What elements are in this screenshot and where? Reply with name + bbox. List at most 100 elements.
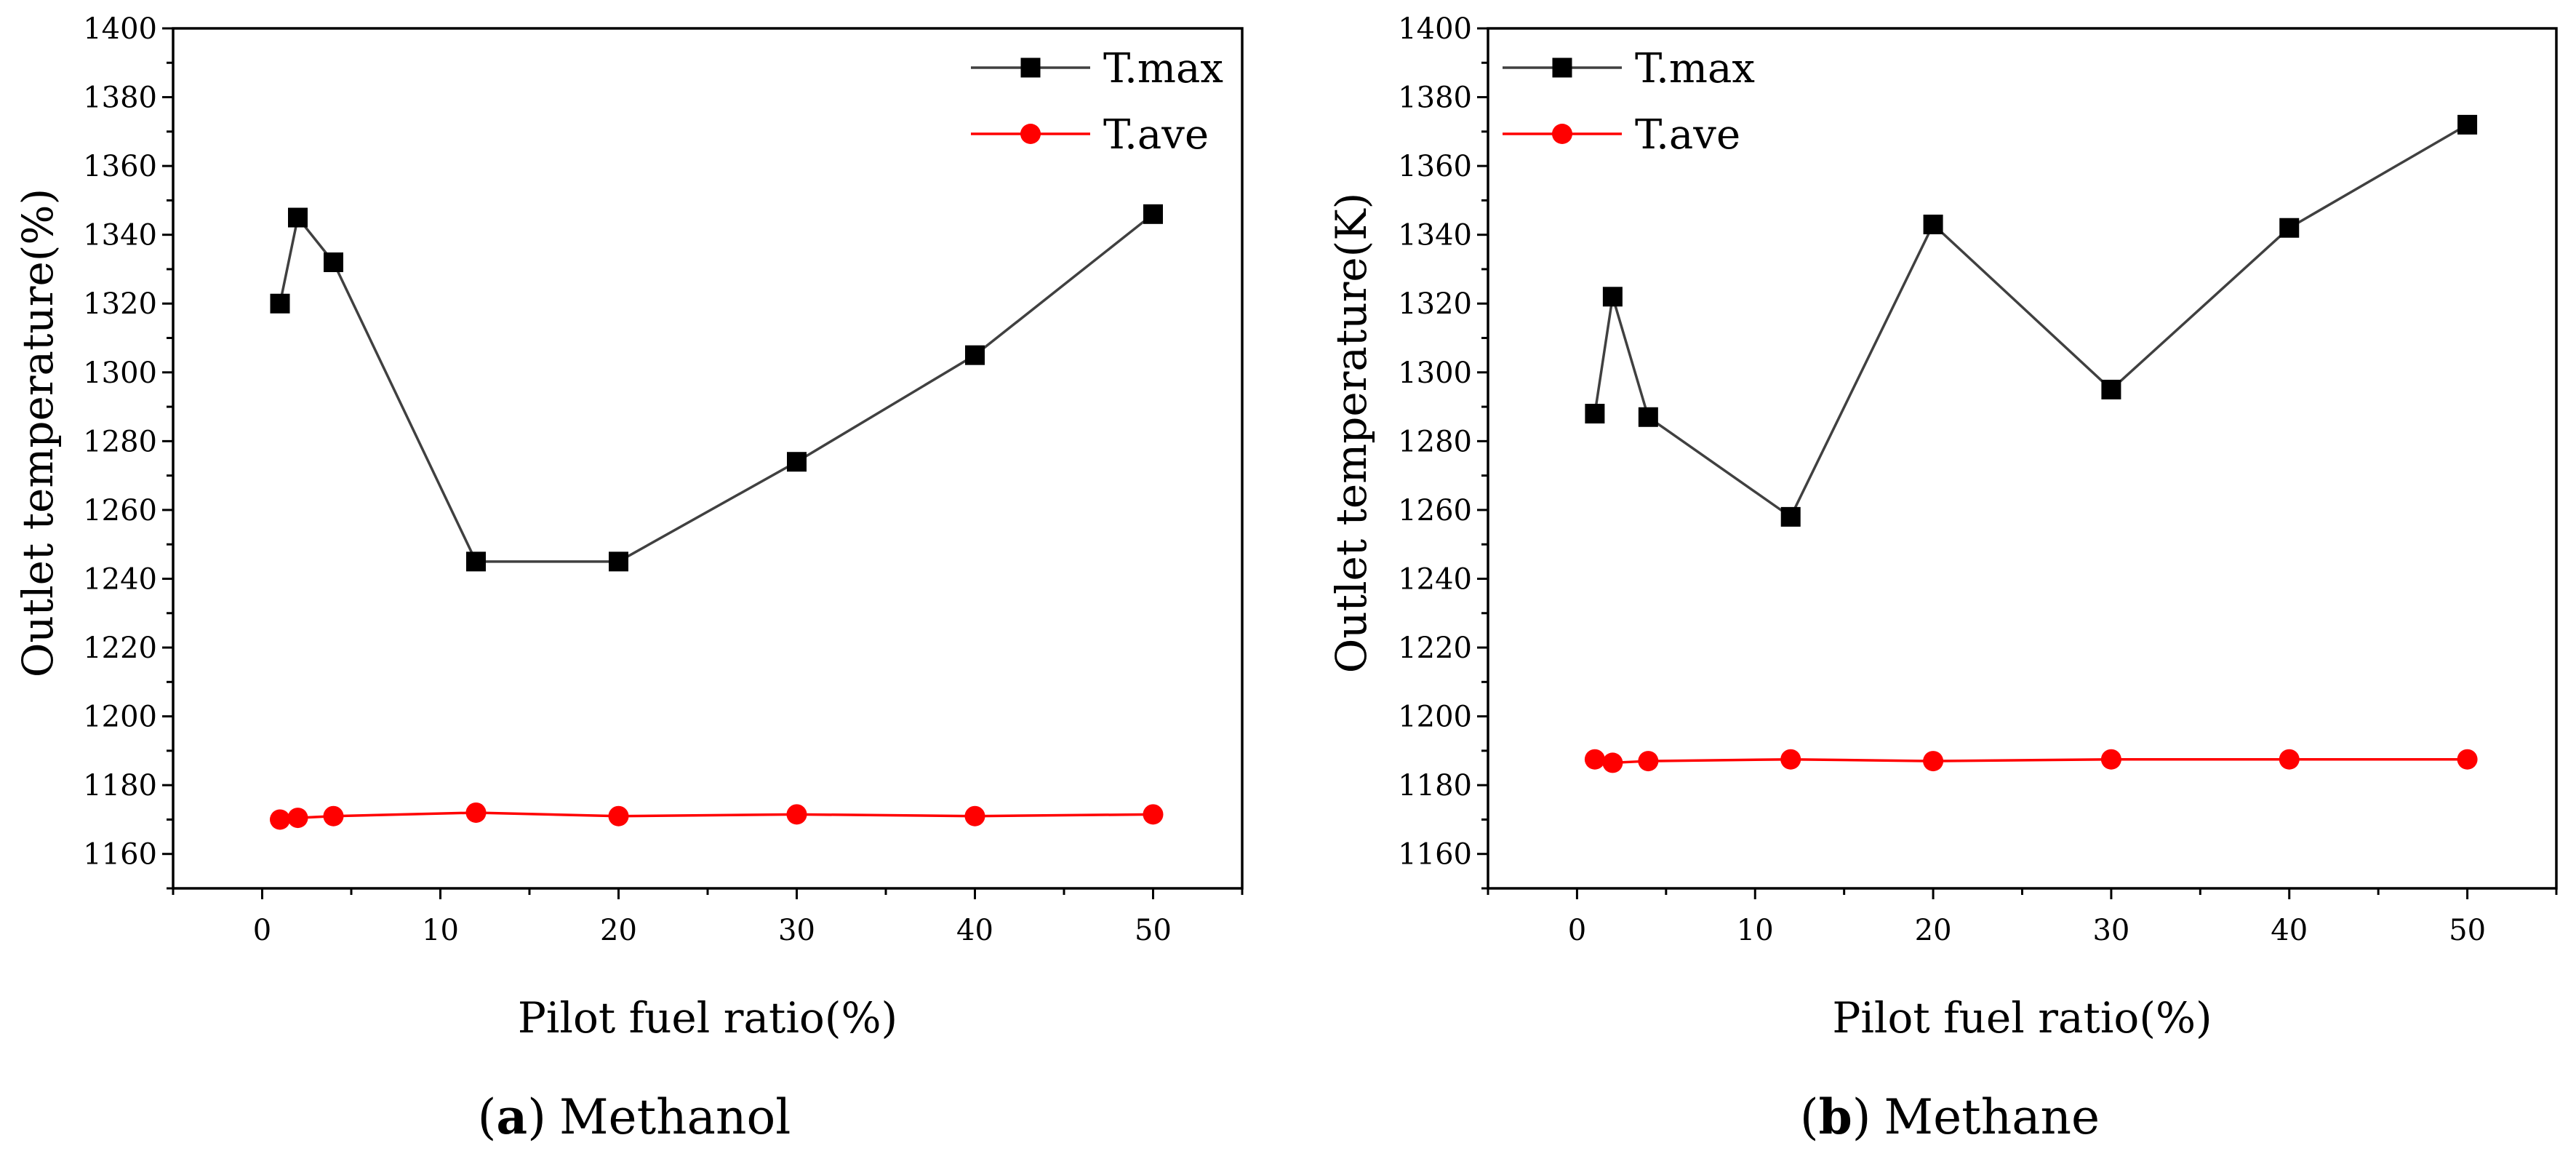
chart-1: 1160 1180 1200 1220 1240 1260 1280 1300 1320 1340… <box>13 12 1244 1145</box>
t-max-marker <box>324 252 343 273</box>
y-tick-label: 1180 <box>83 769 157 802</box>
t-max-line <box>279 212 1154 563</box>
t-ave-marker <box>1923 751 1944 772</box>
legend-item-t-ave: T.ave <box>971 111 1209 159</box>
x-tick-label: 30 <box>2092 914 2129 947</box>
legend-item-t-ave: T.ave <box>1503 111 1740 159</box>
t-max-line <box>1593 123 2468 519</box>
x-tick-label: 10 <box>422 914 459 947</box>
y-tick-label: 1340 <box>83 219 157 252</box>
x-tick-label: 0 <box>1568 914 1586 947</box>
y-tick-label: 1240 <box>1398 562 1472 596</box>
t-ave-marker <box>1602 752 1623 773</box>
series-t-ave <box>270 802 1164 830</box>
caption-close-paren: ) <box>527 1089 546 1145</box>
y-tick-label: 1300 <box>83 357 157 390</box>
legend-item-t-max: T.max <box>1503 45 1755 92</box>
y-tick-label: 1200 <box>1398 701 1472 734</box>
caption-letter: a <box>496 1088 527 1145</box>
t-max-marker <box>609 551 628 572</box>
x-tick-label: 50 <box>1135 914 1172 947</box>
t-ave-marker <box>1143 804 1164 825</box>
t-ave-marker <box>1638 751 1659 772</box>
caption-letter: b <box>1819 1088 1852 1145</box>
t-max-marker <box>466 551 486 572</box>
x-tick-label: 40 <box>956 914 993 947</box>
y-tick-label: 1360 <box>1398 150 1472 183</box>
chart-2: 1160 1180 1200 1220 1240 1260 1280 1300 1320 1340… <box>1327 12 2558 1145</box>
plot-frame <box>172 27 1244 890</box>
y-tick-label: 1380 <box>1398 81 1472 115</box>
y-tick-label: 1160 <box>83 838 157 872</box>
t-ave-marker <box>2100 749 2121 770</box>
y-tick-label: 1320 <box>83 287 157 321</box>
t-ave-line <box>1594 757 2468 765</box>
t-ave-line <box>279 811 1153 821</box>
y-tick-label: 1360 <box>83 150 157 183</box>
y-tick-label: 1320 <box>1398 287 1472 321</box>
t-ave-marker <box>270 809 290 830</box>
y-tick-label: 1260 <box>1398 494 1472 527</box>
t-max-marker <box>1602 287 1623 307</box>
y-tick-label: 1400 <box>1398 12 1472 46</box>
x-tick-label: 20 <box>1915 914 1952 947</box>
t-max-marker <box>288 207 308 228</box>
y-tick-label: 1200 <box>83 701 157 734</box>
y-tick-label: 1180 <box>1398 769 1472 802</box>
t-ave-marker <box>1584 749 1605 770</box>
t-ave-marker <box>287 808 308 829</box>
y-tick-label: 1380 <box>83 81 157 115</box>
caption-close-paren: ) <box>1852 1089 1871 1145</box>
series-t-max <box>270 204 1163 572</box>
t-max-marker <box>787 452 807 472</box>
t-ave-marker <box>2279 749 2300 770</box>
series-t-max <box>1585 114 2478 527</box>
legend: T.max T.ave <box>1503 45 1755 159</box>
t-ave-marker <box>964 805 985 827</box>
chart-caption: (b) Methane <box>1800 1088 2100 1145</box>
t-ave-marker <box>786 804 807 825</box>
t-max-marker <box>2279 218 2300 238</box>
legend-label: T.max <box>1635 45 1755 92</box>
chart-caption: (a) Methanol <box>478 1088 791 1145</box>
t-ave-marker <box>2457 749 2478 770</box>
y-tick-label: 1240 <box>83 562 157 596</box>
legend-label: T.ave <box>1103 111 1209 159</box>
y-tick-label: 1160 <box>1398 838 1472 872</box>
t-max-marker <box>1780 506 1801 527</box>
series-t-ave <box>1584 749 2478 773</box>
x-axis: 0 10 20 30 40 50 <box>1487 888 2558 947</box>
t-max-marker <box>1143 204 1163 224</box>
y-tick-label: 1220 <box>1398 632 1472 665</box>
t-ave-marker <box>323 805 344 827</box>
t-ave-marker <box>1780 749 1801 770</box>
x-tick-label: 20 <box>600 914 637 947</box>
y-tick-label: 1280 <box>1398 425 1472 458</box>
x-tick-label: 10 <box>1737 914 1774 947</box>
legend-marker <box>1552 124 1572 144</box>
t-max-marker <box>965 345 985 365</box>
t-max-marker <box>1923 214 1943 234</box>
t-max-marker <box>2457 114 2478 135</box>
x-tick-label: 40 <box>2271 914 2308 947</box>
t-max-marker <box>1585 404 1605 424</box>
y-tick-label: 1300 <box>1398 357 1472 390</box>
y-axis: 1160 1180 1200 1220 1240 1260 1280 1300 1320 1340… <box>1398 12 1488 890</box>
y-tick-label: 1220 <box>83 632 157 665</box>
t-max-marker <box>2101 379 2121 399</box>
t-max-marker <box>270 293 290 314</box>
caption-open-paren: ( <box>1800 1089 1819 1145</box>
y-axis-title: Outlet temperature(K) <box>1327 193 1376 674</box>
x-axis: 0 10 20 30 40 50 <box>172 888 1244 947</box>
legend-label: T.max <box>1103 45 1223 92</box>
y-tick-label: 1260 <box>83 494 157 527</box>
legend-item-t-max: T.max <box>971 45 1223 92</box>
legend-marker <box>1552 57 1572 78</box>
x-tick-label: 0 <box>253 914 271 947</box>
t-max-marker <box>1638 407 1658 427</box>
legend-label: T.ave <box>1635 111 1740 159</box>
legend-marker <box>1020 57 1041 78</box>
y-tick-label: 1280 <box>83 425 157 458</box>
t-ave-marker <box>465 802 487 823</box>
